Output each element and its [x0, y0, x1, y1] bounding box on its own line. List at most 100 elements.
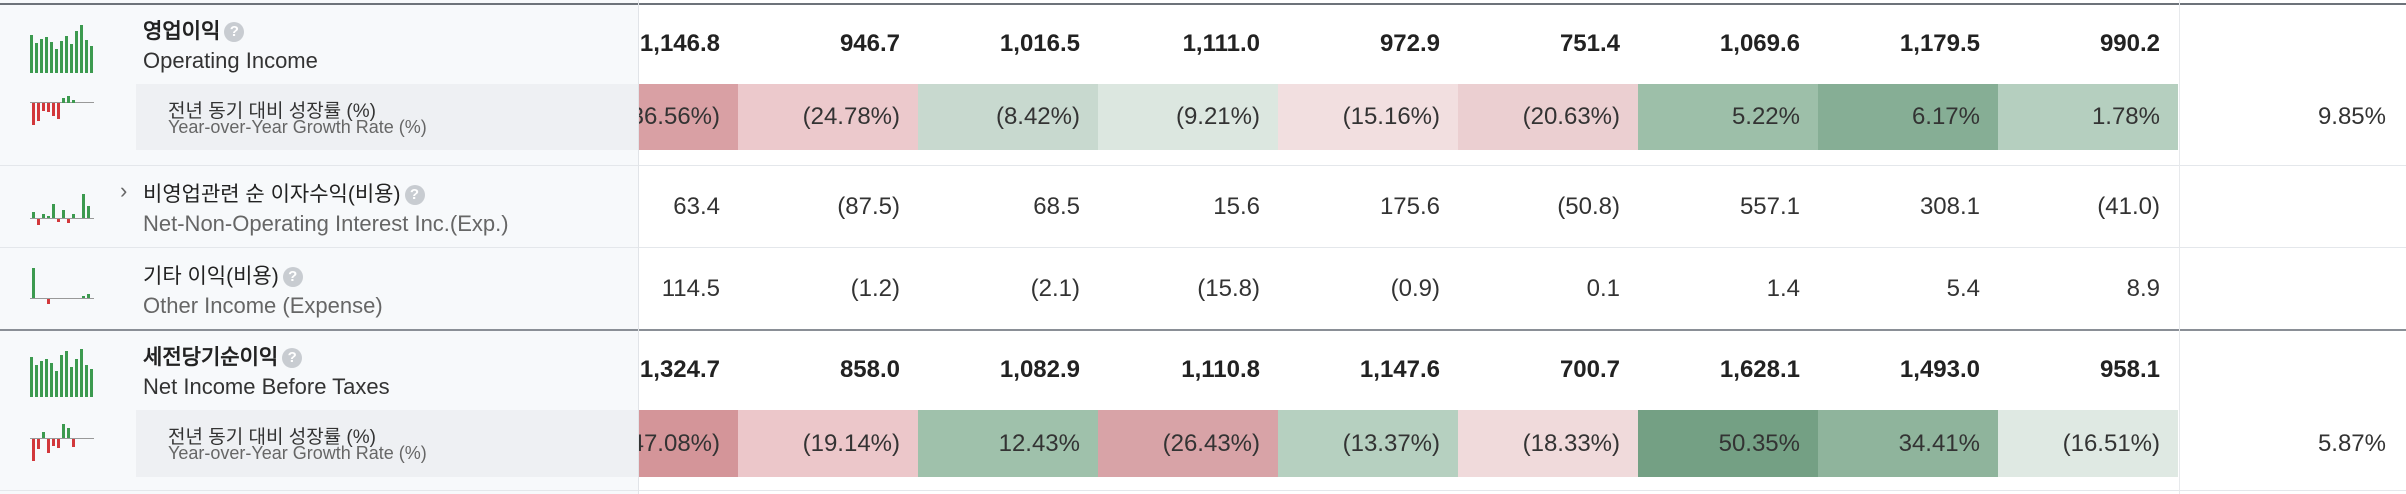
growth-value: 12.43% — [998, 430, 1080, 457]
growth-cell: (24.78%) — [738, 84, 918, 150]
growth-value: (47.08%) — [638, 430, 720, 457]
row-title-ko: 비영업관련 순 이자수익(비용) — [143, 183, 401, 206]
value-text: (1.2) — [850, 275, 900, 302]
value-text: 1,147.6 — [1359, 356, 1440, 383]
growth-label-ko: 전년 동기 대비 성장률 (%) — [168, 101, 376, 122]
growth-value: (19.14%) — [802, 430, 900, 457]
value-cell: 858.0 — [738, 331, 918, 408]
value-text: (41.0) — [2097, 193, 2160, 220]
value-text: 1,179.5 — [1899, 30, 1980, 57]
growth-cell: (18.33%) — [1458, 410, 1638, 477]
row-operating-income-growth: 전년 동기 대비 성장률 (%) Year-over-Year Growth R… — [0, 84, 2406, 150]
growth-label-en: Year-over-Year Growth Rate (%) — [168, 117, 427, 137]
value-cell: 308.1 — [1818, 166, 1998, 247]
value-cell: (15.8) — [1098, 248, 1278, 329]
growth-value: 6.17% — [1911, 103, 1980, 130]
row-operating-income: 영업이익? Operating Income 1,146.8 946.7 1,016… — [0, 5, 2406, 82]
row-net-income-growth: 전년 동기 대비 성장률 (%) Year-over-Year Growth R… — [0, 410, 2406, 477]
row-net-income-before-taxes: 세전당기순이익? Net Income Before Taxes 1,324.7… — [0, 331, 2406, 408]
value-cell: 1,147.6 — [1278, 331, 1458, 408]
growth-value: (8.42%) — [995, 103, 1080, 130]
value-cell: (1.2) — [738, 248, 918, 329]
growth-cell: (47.08%) — [638, 410, 738, 477]
growth-value: (15.16%) — [1342, 103, 1440, 130]
value-text: 972.9 — [1379, 30, 1440, 57]
sparkline-icon — [30, 268, 94, 304]
value-text: 1,069.6 — [1719, 30, 1800, 57]
value-cell: 8.9 — [1998, 248, 2178, 329]
value-text: 751.4 — [1559, 30, 1620, 57]
growth-value: 34.41% — [1898, 430, 1980, 457]
growth-cell: (9.21%) — [1098, 84, 1278, 150]
value-text: 8.9 — [2126, 275, 2160, 302]
row-title-en: Net-Non-Operating Interest Inc.(Exp.) — [143, 211, 509, 236]
growth-value: (13.37%) — [1342, 430, 1440, 457]
row-title-ko: 세전당기순이익 — [143, 346, 279, 369]
value-cell: 1,069.6 — [1638, 5, 1818, 82]
question-icon[interactable]: ? — [282, 348, 303, 369]
value-cell: 958.1 — [1998, 331, 2178, 408]
value-text: 1,628.1 — [1719, 356, 1800, 383]
value-text: (87.5) — [837, 193, 900, 220]
question-icon[interactable]: ? — [404, 185, 425, 206]
sparkline-icon — [30, 194, 94, 225]
value-cell: 15.6 — [1098, 166, 1278, 247]
value-cell: (41.0) — [1998, 166, 2178, 247]
growth-cell: 50.35% — [1638, 410, 1818, 477]
sparkline-icon — [30, 25, 93, 73]
value-text: 175.6 — [1379, 193, 1440, 220]
row-net-non-operating-interest[interactable]: › 비영업관련 순 이자수익(비용)? Net-Non-Operating In… — [0, 166, 2406, 247]
row-title-en: Operating Income — [143, 48, 318, 73]
growth-label-ko: 전년 동기 대비 성장률 (%) — [168, 427, 376, 448]
growth-summary: 5.87% — [2317, 430, 2386, 457]
value-cell: 946.7 — [738, 5, 918, 82]
value-text: 1,016.5 — [999, 30, 1080, 57]
value-text: 1,324.7 — [639, 356, 720, 383]
value-cell: 972.9 — [1278, 5, 1458, 82]
row-title-en: Other Income (Expense) — [143, 293, 383, 318]
value-text: 990.2 — [2099, 30, 2160, 57]
value-cell: 5.4 — [1818, 248, 1998, 329]
value-text: 1,111.0 — [1182, 30, 1260, 57]
growth-value: (20.63%) — [1522, 103, 1620, 130]
growth-value: (24.78%) — [802, 103, 900, 130]
value-text: 15.6 — [1213, 193, 1260, 220]
value-text: (50.8) — [1557, 193, 1620, 220]
value-text: 68.5 — [1033, 193, 1080, 220]
value-cell: (0.9) — [1278, 248, 1458, 329]
growth-value: (36.56%) — [638, 103, 720, 130]
growth-cell: 34.41% — [1818, 410, 1998, 477]
value-cell: 1,324.7 — [638, 331, 738, 408]
growth-summary: 9.85% — [2317, 103, 2386, 130]
growth-value: (16.51%) — [2062, 430, 2160, 457]
value-cell: (87.5) — [738, 166, 918, 247]
growth-cell: (20.63%) — [1458, 84, 1638, 150]
value-text: (15.8) — [1197, 275, 1260, 302]
row-title-ko: 기타 이익(비용) — [143, 265, 279, 288]
value-cell: (2.1) — [918, 248, 1098, 329]
row-title-ko: 영업이익 — [143, 20, 221, 43]
growth-value: 5.22% — [1731, 103, 1800, 130]
value-text: 946.7 — [839, 30, 900, 57]
growth-cell: (16.51%) — [1998, 410, 2178, 477]
value-cell: 1,110.8 — [1098, 331, 1278, 408]
value-text: 1.4 — [1766, 275, 1800, 302]
value-cell: (50.8) — [1458, 166, 1638, 247]
value-cell: 1,146.8 — [638, 5, 738, 82]
value-cell: 1,111.0 — [1098, 5, 1278, 82]
growth-value: (18.33%) — [1522, 430, 1620, 457]
value-text: 63.4 — [673, 193, 720, 220]
chevron-right-icon[interactable]: › — [120, 178, 128, 203]
growth-cell: 5.22% — [1638, 84, 1818, 150]
growth-cell: 1.78% — [1998, 84, 2178, 150]
value-cell: 557.1 — [1638, 166, 1818, 247]
growth-cell: 6.17% — [1818, 84, 1998, 150]
growth-value: (26.43%) — [1162, 430, 1260, 457]
value-text: 1,493.0 — [1899, 356, 1980, 383]
value-text: 1,082.9 — [999, 356, 1080, 383]
growth-cell: (15.16%) — [1278, 84, 1458, 150]
value-text: 0.1 — [1586, 275, 1620, 302]
question-icon[interactable]: ? — [282, 267, 303, 288]
question-icon[interactable]: ? — [224, 22, 245, 43]
